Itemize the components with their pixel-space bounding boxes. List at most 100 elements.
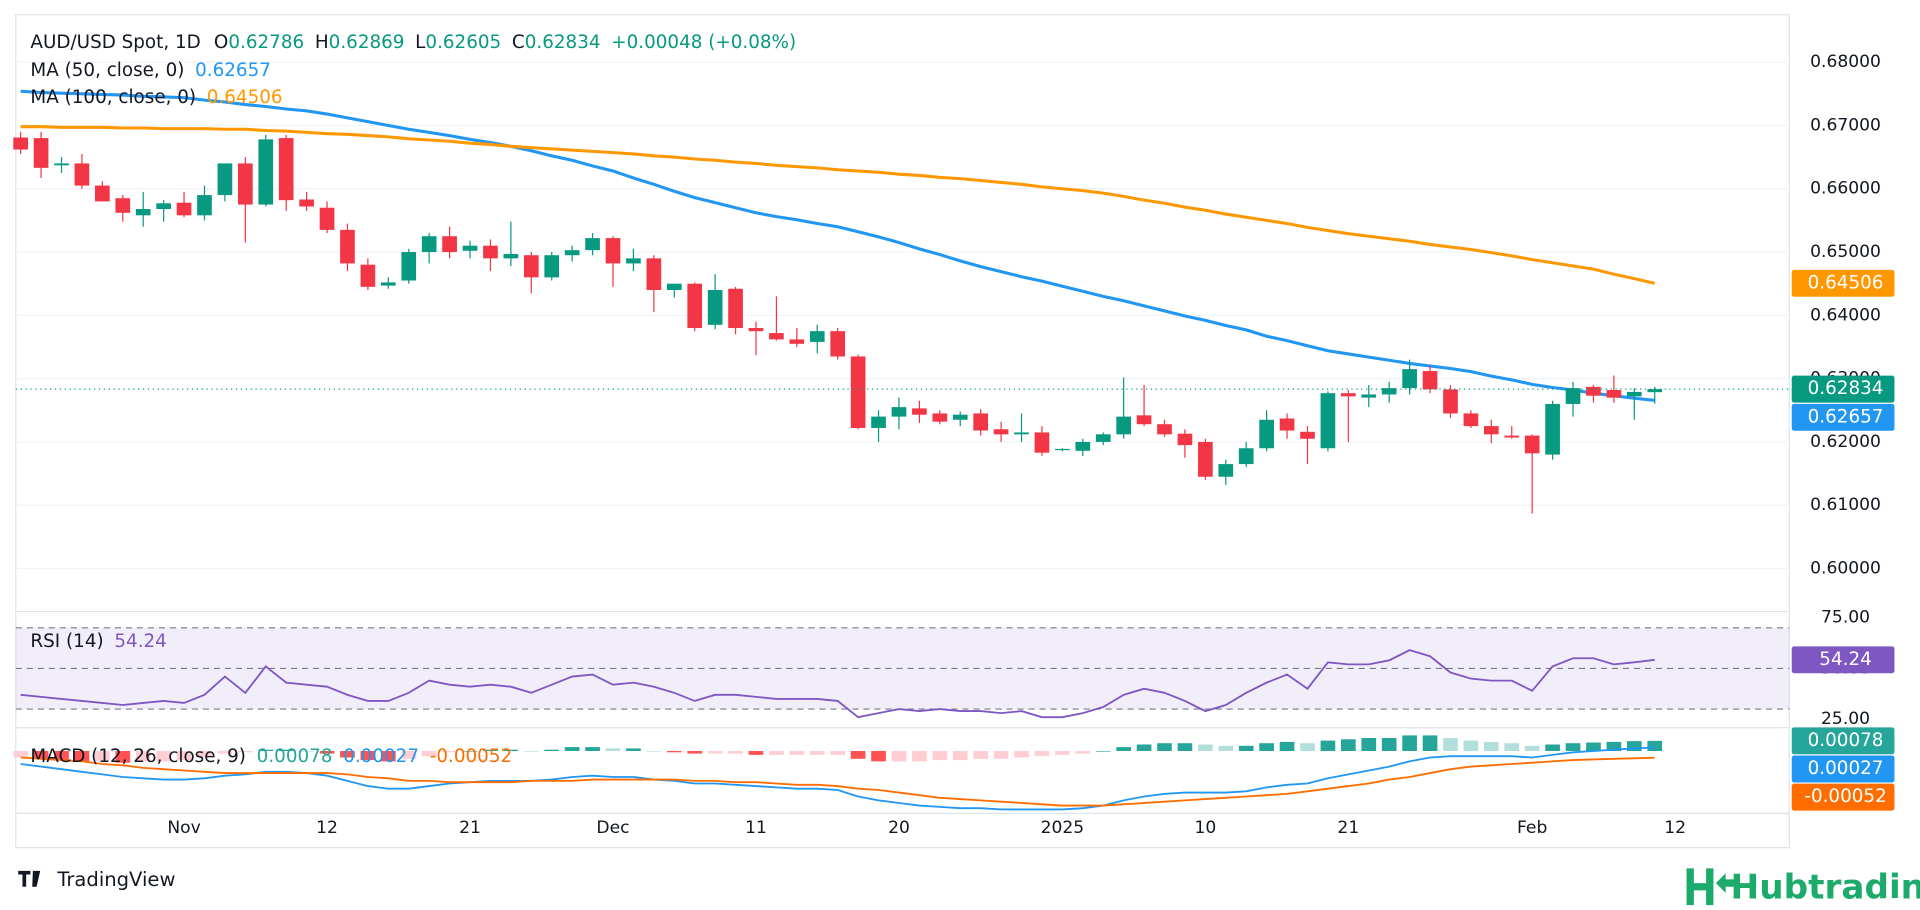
histogram-bar [1463, 740, 1479, 751]
x-tick-label: 2025 [1041, 818, 1085, 838]
ohlc-label: C [512, 32, 525, 53]
histogram-bar [1524, 745, 1540, 751]
candle-body [769, 333, 784, 340]
price-label-box [1791, 375, 1895, 403]
legend-value: 0.64506 [207, 87, 283, 108]
candle-body [1565, 388, 1581, 404]
histogram-bar [33, 750, 49, 759]
candle-body [1524, 435, 1540, 454]
legend-label: MA (100, close, 0) [30, 87, 196, 108]
histogram-bar [1504, 743, 1520, 751]
histogram-bar [156, 750, 171, 762]
histogram-bar [830, 750, 846, 755]
histogram-bar [1218, 745, 1234, 751]
candle-body [1238, 448, 1254, 465]
histogram-bar [360, 750, 376, 761]
candle-body [1177, 433, 1193, 446]
histogram-bar [523, 750, 539, 752]
histogram-bar [1034, 750, 1050, 757]
candle-body [1259, 419, 1274, 449]
histogram-bar [1422, 735, 1438, 751]
candle-body [1341, 393, 1356, 397]
candle-body [258, 139, 274, 205]
histogram-bar [707, 750, 723, 754]
symbol-title: AUD/USD Spot, 1D [30, 32, 200, 53]
histogram-bar [462, 750, 478, 752]
candle-body [1463, 413, 1479, 427]
histogram-bar [891, 750, 907, 762]
hubtrading-logo: Hubtrading [1686, 868, 1920, 908]
histogram-bar [319, 750, 335, 754]
candle-body [626, 258, 641, 264]
histogram-bar [666, 750, 682, 753]
candle-body [1504, 435, 1520, 438]
ohlc-label: L [415, 32, 426, 53]
legend-value: -0.00052 [430, 746, 512, 767]
price-label: -0.00052 [1804, 786, 1886, 807]
legend-entry: MA (50, close, 0) 0.62657 [30, 60, 271, 81]
histogram-bar [728, 750, 743, 754]
candle-body [1483, 426, 1499, 435]
histogram-bar [1626, 741, 1642, 751]
histogram-bar [952, 750, 968, 761]
histogram-bar [973, 750, 989, 759]
candle-body [830, 331, 846, 357]
candle-body [1218, 464, 1234, 477]
candle-body [687, 283, 703, 328]
price-label-box [1791, 783, 1895, 811]
y-tick-label: 0.61000 [1810, 495, 1881, 515]
rsi-line [20, 649, 1655, 719]
histogram-bar [1483, 741, 1499, 751]
histogram-bar [176, 750, 192, 761]
histogram-bar [237, 750, 253, 753]
candle-body [1300, 431, 1315, 439]
candle-body [1626, 391, 1642, 397]
price-label: 0.62657 [1808, 406, 1884, 427]
histogram-bar [1443, 737, 1458, 751]
y-tick-label: 0.67000 [1810, 115, 1881, 135]
candle-body [1320, 393, 1336, 449]
candle-body [1586, 386, 1601, 396]
histogram-bar [626, 748, 641, 751]
legend-label: RSI (14) [30, 631, 103, 652]
histogram-bar [1014, 750, 1029, 758]
ohlc-value: 0.62605 [425, 32, 501, 53]
candle-body [1116, 416, 1131, 435]
candle-body [789, 339, 805, 344]
histogram-bar [13, 750, 28, 758]
candle-body [95, 185, 110, 202]
candle-body [1014, 432, 1029, 435]
candle-body [197, 195, 212, 216]
histogram-bar [687, 750, 703, 754]
histogram-bar [1075, 750, 1091, 754]
macd-line [20, 756, 1655, 807]
legend-label: MA (50, close, 0) [30, 60, 184, 81]
candle-body [871, 416, 886, 429]
price-label: 54.24 [1819, 649, 1871, 670]
histogram-bar [1402, 735, 1417, 751]
candle-body [115, 198, 131, 213]
x-tick-label: 21 [459, 818, 481, 838]
y-tick-label: 0.66000 [1810, 179, 1881, 199]
histogram-bar [1586, 742, 1601, 751]
histogram-bar [115, 750, 131, 763]
y-tick-label: 0.62000 [1810, 432, 1881, 452]
x-tick-label: Nov [167, 818, 200, 838]
histogram-bar [278, 749, 294, 751]
candle-body [135, 208, 151, 216]
histogram-bar [1606, 741, 1622, 751]
x-tick-label: 21 [1337, 818, 1359, 838]
moving-average-line [20, 89, 1655, 402]
legend-entry: MACD (12, 26, close, 9) 0.00078 0.00027 … [30, 746, 512, 767]
legend-value: 54.24 [114, 631, 166, 652]
ohlc-value: 0.62834 [525, 32, 601, 53]
histogram-bar [646, 750, 662, 752]
price-label: 0.00027 [1808, 758, 1884, 779]
candle-body [217, 163, 233, 196]
histogram-bar [1095, 750, 1111, 752]
price-label-box [1791, 727, 1895, 755]
histogram-bar [1116, 747, 1131, 751]
histogram-bar [340, 750, 355, 758]
